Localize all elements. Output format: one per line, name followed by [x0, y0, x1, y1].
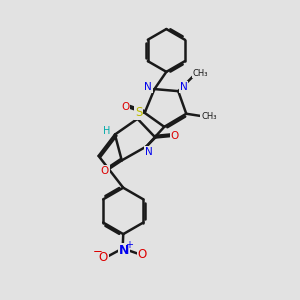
- Text: N: N: [144, 82, 152, 92]
- Text: CH₃: CH₃: [193, 69, 208, 78]
- Text: N: N: [145, 147, 153, 157]
- Text: S: S: [135, 106, 142, 119]
- Text: N: N: [119, 244, 129, 257]
- Text: CH₃: CH₃: [201, 112, 217, 121]
- Text: O: O: [138, 248, 147, 261]
- Text: H: H: [103, 126, 110, 136]
- Text: O: O: [101, 166, 109, 176]
- Text: O: O: [170, 131, 179, 141]
- Text: O: O: [98, 251, 108, 264]
- Text: +: +: [125, 240, 133, 250]
- Text: O: O: [121, 102, 130, 112]
- Text: N: N: [180, 82, 188, 92]
- Text: −: −: [93, 245, 103, 258]
